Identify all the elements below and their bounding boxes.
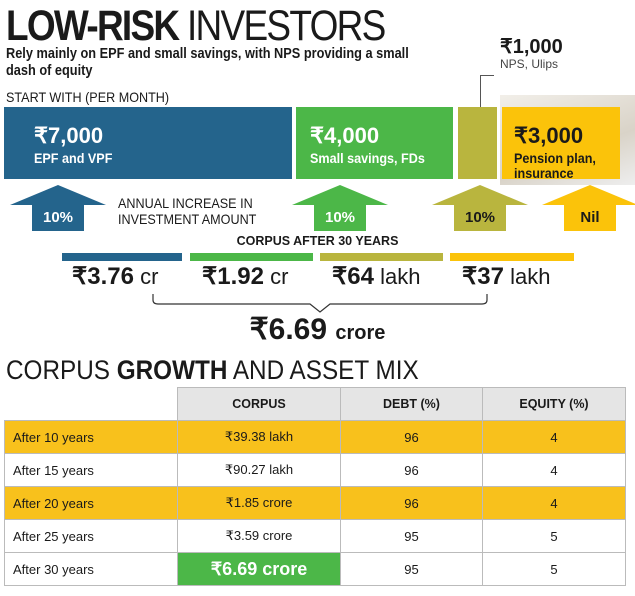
small-savings-line — [190, 253, 313, 261]
nps-amount: ₹1,000 — [500, 36, 563, 58]
increase-arrow-nps: 10% — [432, 185, 528, 231]
increase-arrow-epf: 10% — [10, 185, 106, 231]
epf-bar: ₹7,000 EPF and VPF — [4, 107, 292, 179]
pension-bar: ₹3,000 Pension plan, insurance — [502, 107, 620, 181]
annual-increase-label: ANNUAL INCREASE IN INVESTMENT AMOUNT — [118, 195, 257, 227]
table-row: After 10 years ₹39.38 lakh 96 4 — [4, 420, 626, 454]
start-label: START WITH (PER MONTH) — [6, 89, 170, 105]
table-header: CORPUS DEBT (%) EQUITY (%) — [4, 387, 626, 421]
page-title: LOW-RISK INVESTORS — [6, 2, 386, 50]
nps-line — [320, 253, 443, 261]
corpus-epf: ₹3.76 cr — [72, 263, 159, 290]
increase-arrow-small-savings: 10% — [292, 185, 388, 231]
brace — [152, 294, 488, 313]
corpus-table: CORPUS DEBT (%) EQUITY (%) After 10 year… — [4, 387, 626, 586]
nps-leader-line — [480, 75, 481, 107]
nps-label: NPS, Ulips — [500, 57, 559, 71]
section-heading: CORPUS GROWTH AND ASSET MIX — [6, 355, 419, 385]
nps-bar — [458, 107, 497, 179]
table-row: After 15 years ₹90.27 lakh 96 4 — [4, 453, 626, 487]
table-row: After 30 years ₹6.69 crore 95 5 — [4, 552, 626, 586]
small-savings-bar: ₹4,000 Small savings, FDs — [296, 107, 453, 179]
pension-line — [450, 253, 574, 261]
table-row: After 20 years ₹1.85 crore 96 4 — [4, 486, 626, 520]
subtitle: Rely mainly on EPF and small savings, wi… — [6, 46, 409, 79]
total-corpus: ₹6.69 crore — [249, 313, 386, 346]
increase-arrow-pension: Nil — [542, 185, 635, 231]
corpus-small-savings: ₹1.92 cr — [202, 263, 289, 290]
corpus-nps: ₹64 lakh — [332, 263, 421, 290]
table-row: After 25 years ₹3.59 crore 95 5 — [4, 519, 626, 553]
epf-line — [62, 253, 182, 261]
corpus-pension: ₹37 lakh — [462, 263, 551, 290]
corpus-heading: CORPUS AFTER 30 YEARS — [236, 234, 399, 248]
